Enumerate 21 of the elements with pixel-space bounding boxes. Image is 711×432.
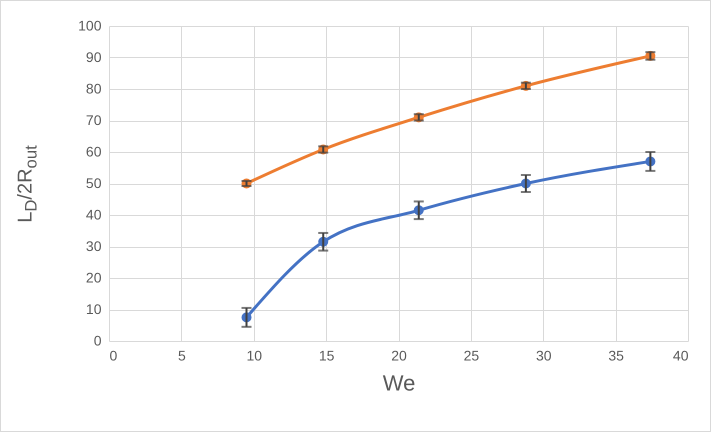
y-tick-label: 10 — [86, 301, 102, 317]
x-tick-label: 40 — [672, 348, 689, 364]
y-tick-label: 30 — [86, 238, 102, 254]
x-tick-label: 5 — [178, 348, 186, 364]
y-tick-label: 20 — [86, 270, 102, 286]
x-tick-label: 15 — [318, 348, 335, 364]
y-tick-label: 50 — [86, 175, 102, 191]
x-tick-label: 30 — [536, 348, 552, 364]
y-tick-label: 80 — [86, 80, 102, 96]
x-tick-label: 0 — [110, 348, 118, 364]
x-axis-title: We — [382, 370, 416, 396]
y-tick-label: 40 — [86, 206, 102, 222]
x-tick-label: 25 — [464, 348, 480, 364]
y-tick-label: 0 — [94, 332, 102, 348]
x-tick-label: 35 — [608, 348, 624, 364]
y-tick-label: 70 — [86, 112, 102, 128]
y-tick-label: 100 — [78, 18, 102, 34]
x-tick-label: 10 — [246, 348, 262, 364]
x-tick-label: 20 — [391, 348, 407, 364]
y-tick-label: 90 — [86, 49, 102, 65]
y-tick-label: 60 — [86, 144, 102, 160]
